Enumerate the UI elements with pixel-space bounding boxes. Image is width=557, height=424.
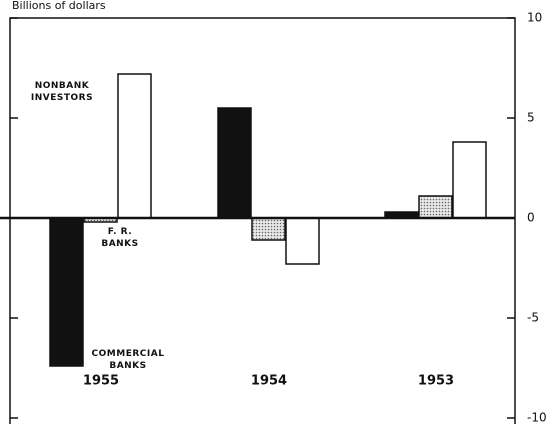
annotation: NONBANK INVESTORS [31,81,93,103]
plot-frame [9,17,516,424]
bar [418,195,453,219]
axis-label: Billions of dollars [12,0,106,12]
x-tick-label: 1954 [251,374,287,389]
bar [285,217,320,265]
bar [251,217,286,241]
x-tick-label: 1955 [83,374,119,389]
annotation: COMMERCIAL BANKS [92,349,165,371]
y-tick-label: -10 [527,411,547,424]
bar [452,141,487,219]
x-tick-label: 1953 [418,374,454,389]
annotation: F. R. BANKS [101,227,138,249]
y-tick-label: 0 [527,211,535,225]
bar [49,217,84,367]
bar [217,107,252,219]
y-tick-label: 10 [527,11,542,25]
bar [117,73,152,219]
y-tick-label: 5 [527,111,535,125]
y-tick-label: -5 [527,311,539,325]
